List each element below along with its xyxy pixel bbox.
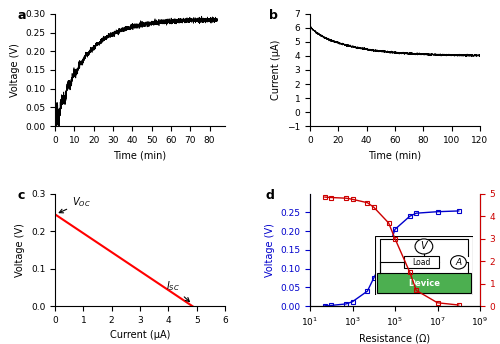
Text: $I_{SC}$: $I_{SC}$ (166, 279, 190, 302)
X-axis label: Time (min): Time (min) (114, 150, 166, 161)
Y-axis label: Voltage (V): Voltage (V) (16, 223, 26, 277)
Text: d: d (266, 189, 274, 202)
Text: a: a (18, 9, 26, 22)
Text: $V_{OC}$: $V_{OC}$ (59, 196, 90, 213)
Text: c: c (18, 189, 25, 202)
Y-axis label: Voltage (V): Voltage (V) (264, 223, 274, 277)
X-axis label: Time (min): Time (min) (368, 150, 422, 161)
X-axis label: Resistance (Ω): Resistance (Ω) (360, 334, 430, 344)
X-axis label: Current (μA): Current (μA) (110, 331, 170, 341)
Y-axis label: Current (μA): Current (μA) (272, 40, 281, 100)
Y-axis label: Voltage (V): Voltage (V) (10, 43, 20, 97)
Text: b: b (269, 9, 278, 22)
